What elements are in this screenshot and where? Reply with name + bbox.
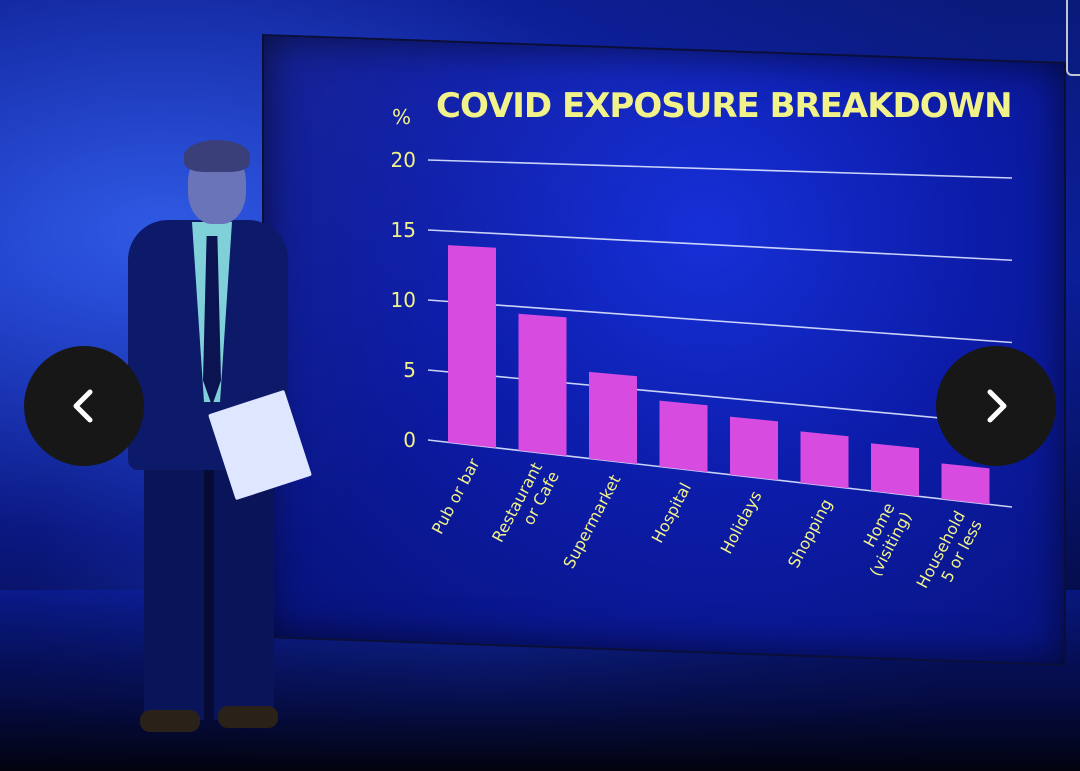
bar <box>589 371 637 464</box>
gridline <box>427 369 1013 426</box>
x-category-label: Shopping <box>784 496 836 571</box>
gridline <box>427 439 1013 508</box>
chart-y-ticks: 0 5 10 15 20 <box>391 148 416 452</box>
presenter-legs <box>144 460 274 720</box>
presenter-shoe <box>218 706 278 728</box>
x-category-label: Holidays <box>717 488 766 557</box>
bar <box>941 463 990 505</box>
y-tick-label: 10 <box>391 288 416 312</box>
x-category-line: Hospital <box>648 480 695 547</box>
chart-title: COVID EXPOSURE BREAKDOWN <box>436 86 1012 126</box>
window-edge <box>1066 0 1080 76</box>
y-axis-label: % <box>392 105 411 129</box>
x-category-label: Pub or bar <box>428 455 484 537</box>
chevron-left-icon <box>73 389 93 423</box>
gridline <box>427 299 1013 344</box>
bar <box>659 400 708 473</box>
x-category-label: Home(visiting) <box>849 500 916 580</box>
x-category-line: Holidays <box>717 488 766 557</box>
bar <box>800 431 849 489</box>
x-category-line: Supermarket <box>559 471 624 571</box>
presenter-tie <box>203 236 221 406</box>
x-category-label: Supermarket <box>559 471 624 571</box>
y-tick-label: 5 <box>403 358 416 382</box>
previous-image-button[interactable] <box>24 346 144 466</box>
bar <box>730 416 778 481</box>
presenter-shoe <box>140 710 200 732</box>
next-image-button[interactable] <box>936 346 1056 466</box>
bar <box>448 245 496 448</box>
x-category-label: Restaurantor Cafe <box>488 459 563 554</box>
bar <box>518 313 567 456</box>
chart-gridlines <box>427 159 1013 508</box>
presenter-figure <box>120 140 320 760</box>
y-tick-label: 20 <box>391 148 416 172</box>
x-category-label: Hospital <box>648 480 695 547</box>
presenter-hair <box>184 140 250 172</box>
chart-bars <box>448 245 990 505</box>
x-category-line: Shopping <box>784 496 836 571</box>
gridline <box>427 229 1013 262</box>
y-tick-label: 15 <box>391 218 416 242</box>
x-category-label: Household5 or less <box>913 508 986 601</box>
x-category-line: Pub or bar <box>428 455 484 537</box>
y-tick-label: 0 <box>403 428 416 452</box>
bar <box>871 443 919 497</box>
chevron-right-icon <box>987 389 1007 423</box>
gridline <box>427 159 1013 179</box>
